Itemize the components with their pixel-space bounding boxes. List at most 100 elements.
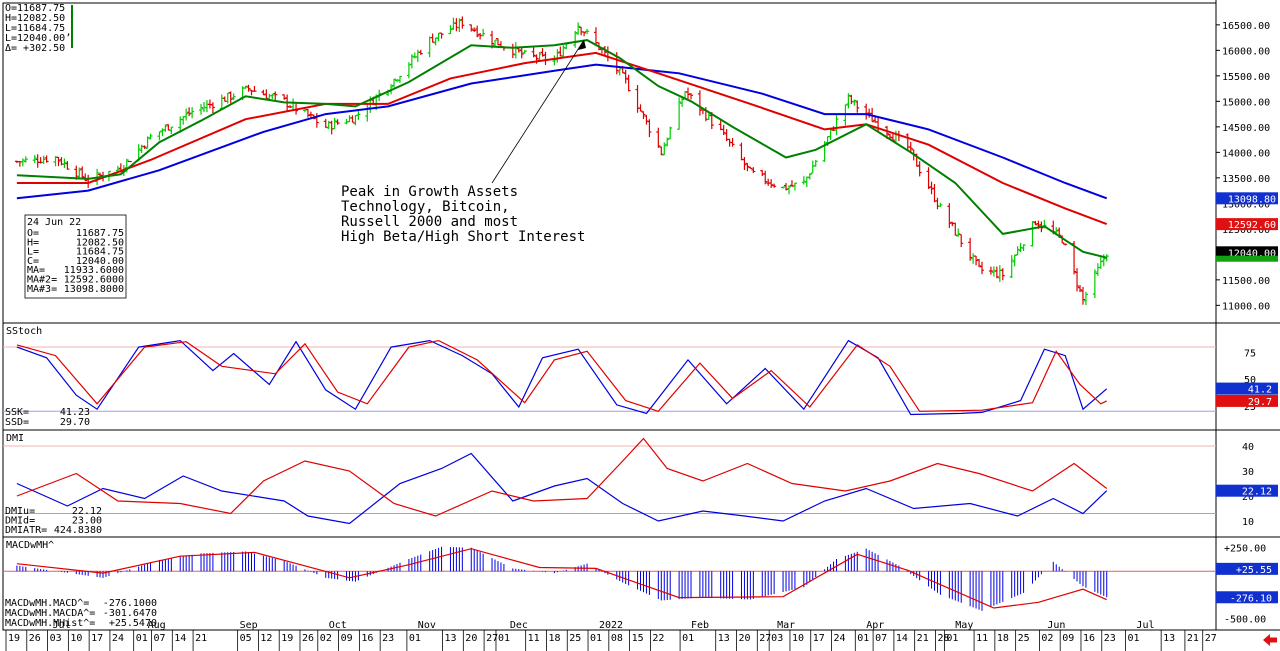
price-bar <box>127 160 132 163</box>
price-bar <box>481 28 486 37</box>
price-bar <box>623 69 628 84</box>
price-bar <box>163 124 168 132</box>
price-tick-label: 14500.00 <box>1222 123 1270 134</box>
last-value-label: 12040.00 <box>1228 248 1276 259</box>
price-bar <box>44 155 49 163</box>
date-tick-label: 12 <box>260 633 272 644</box>
annotation-line: Russell 2000 and most <box>341 214 518 230</box>
price-bar <box>677 97 682 130</box>
price-bar <box>980 261 985 275</box>
month-label: Nov <box>418 620 436 631</box>
price-bar <box>252 86 257 92</box>
price-bar <box>210 102 215 113</box>
ma-fast-line <box>16 39 1107 259</box>
price-bar <box>959 234 964 248</box>
price-bar <box>938 202 943 207</box>
date-tick-label: 23 <box>382 633 394 644</box>
ma-fast-marker <box>1216 255 1278 262</box>
month-label: Aug <box>148 620 166 631</box>
date-tick-label: 05 <box>240 633 252 644</box>
date-tick-label: 13 <box>718 633 730 644</box>
price-panel[interactable] <box>14 16 1109 306</box>
info-box-label: O= <box>27 228 39 239</box>
price-bar <box>801 176 806 185</box>
price-bar <box>273 91 278 100</box>
last-value-label: 13098.80 <box>1228 194 1276 205</box>
price-bar <box>926 167 931 190</box>
price-bar <box>540 48 545 57</box>
price-bar <box>187 107 192 117</box>
info-box-label: MA#3= <box>27 284 57 295</box>
scroll-right-arrow[interactable] <box>1262 633 1278 647</box>
price-bar <box>947 203 952 228</box>
price-bar <box>807 173 812 180</box>
info-box-date: 24 Jun 22 <box>27 217 81 228</box>
price-bar <box>561 45 566 57</box>
date-tick-label: 21 <box>195 633 207 644</box>
date-tick-label: 16 <box>361 633 373 644</box>
date-tick-label: 20 <box>465 633 477 644</box>
price-bar <box>493 39 498 47</box>
readout-label: MACDwMH.MACDA^= <box>5 608 95 619</box>
date-tick-label: 10 <box>792 633 804 644</box>
price-bar <box>83 173 88 182</box>
date-tick-label: 07 <box>875 633 887 644</box>
date-tick-label: 02 <box>1041 633 1053 644</box>
date-tick-label: 01 <box>946 633 958 644</box>
date-tick-label: 15 <box>632 633 644 644</box>
date-tick-label: 14 <box>174 633 186 644</box>
price-bar <box>626 74 631 92</box>
price-bar <box>659 146 664 156</box>
date-tick-label: 19 <box>281 633 293 644</box>
price-bar <box>721 124 726 136</box>
price-bar <box>953 222 958 236</box>
price-bar <box>490 30 495 49</box>
dmi-tick-label: 10 <box>1242 517 1254 528</box>
last-value-box <box>1216 484 1278 497</box>
date-tick-label: 09 <box>341 633 353 644</box>
dmi-tick-label: 30 <box>1242 467 1254 478</box>
right-price-axis[interactable]: 11000.0011500.0012000.0012500.0013000.00… <box>1216 21 1278 625</box>
sstoch-panel[interactable]: SStoch SSK= 41.23 SSD= 29.70 <box>3 326 1216 428</box>
price-bar <box>1063 243 1068 246</box>
readout-label: MACDwMH.MHist^= <box>5 618 95 629</box>
price-bar <box>573 30 578 48</box>
price-bar <box>1033 220 1038 226</box>
date-axis[interactable]: 19 26 03 10 17 24 01 07 14 21 05 12 19 26 02 09 16 23 01 13… <box>5 620 1217 651</box>
price-bar <box>32 154 37 163</box>
price-bar <box>80 166 85 180</box>
price-tick-label: 15000.00 <box>1222 97 1270 108</box>
date-tick-label: 10 <box>70 633 82 644</box>
panel-title: DMI <box>6 433 24 444</box>
dmi-down-line <box>16 437 1108 517</box>
readout-value: +25.5470 <box>109 618 157 629</box>
date-tick-label: 11 <box>528 633 540 644</box>
macd-signal-line <box>16 548 1107 609</box>
info-box-value: 11684.75 <box>76 247 124 258</box>
price-bar <box>665 137 670 147</box>
date-tick-label: 11 <box>976 633 988 644</box>
macd-panel[interactable]: MACDwMH^ MACDwMH.MACD^= -276.1000 MACDwMH.M… <box>3 540 1216 629</box>
readout-value: -301.6470 <box>103 608 157 619</box>
price-bar <box>647 119 652 138</box>
price-tick-label: 15500.00 <box>1222 72 1270 83</box>
price-bar <box>41 155 46 164</box>
red-arrow-icon[interactable] <box>1262 633 1278 647</box>
price-bar <box>929 181 934 195</box>
last-value-label: 41.2 <box>1248 385 1272 396</box>
dmi-panel[interactable]: DMI DMIu= 22.12 DMId= 23.00 DMIATR= 424.8380 <box>3 433 1216 536</box>
month-label: Jul <box>53 620 71 631</box>
price-bar <box>145 136 150 149</box>
price-bar <box>745 162 750 172</box>
date-tick-label: 18 <box>548 633 560 644</box>
month-label: Oct <box>329 620 347 631</box>
month-label: Sep <box>240 620 258 631</box>
price-bar <box>475 25 480 38</box>
dmi-tick-label: 40 <box>1242 442 1254 453</box>
price-bar <box>261 89 266 96</box>
price-bar <box>668 126 673 140</box>
date-tick-label: 27 <box>759 633 771 644</box>
price-bar <box>516 47 521 53</box>
